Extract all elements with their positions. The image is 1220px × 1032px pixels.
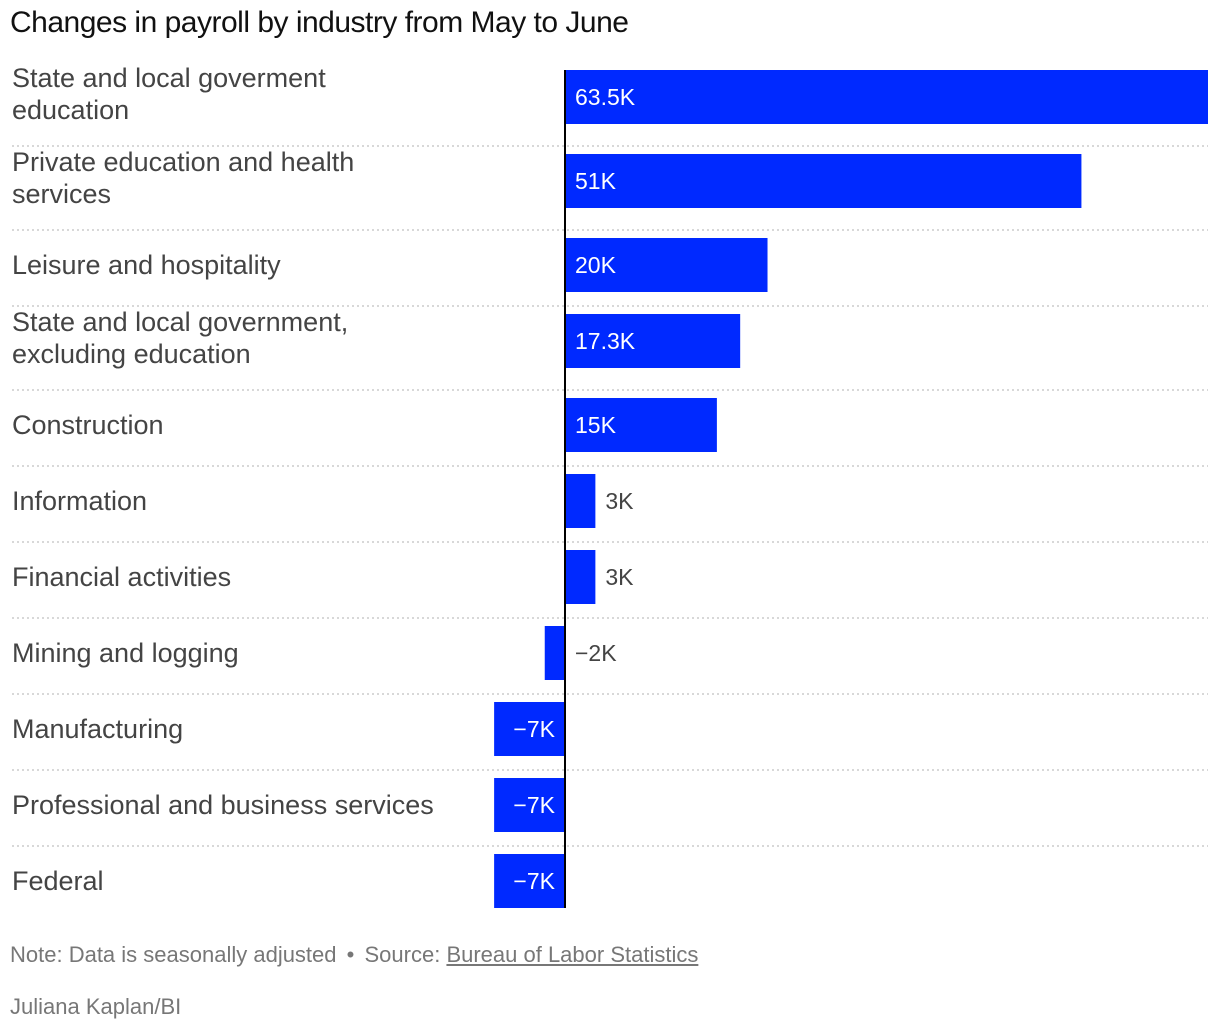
chart-title: Changes in payroll by industry from May … (10, 6, 629, 39)
category-label: State and local government, excluding edu… (12, 307, 348, 369)
category-label-line: State and local government, (12, 307, 348, 337)
category-label-line: Private education and health (12, 147, 354, 177)
category-label: Financial activities (12, 562, 231, 592)
category-label-line: excluding education (12, 339, 251, 369)
bar-chart: State and local goverment education 63.5K P… (12, 63, 1208, 908)
bar (565, 550, 596, 604)
category-label: Manufacturing (12, 714, 183, 744)
value-label: 63.5K (575, 84, 636, 110)
value-label: −2K (575, 640, 617, 666)
category-label: State and local goverment education (12, 63, 326, 125)
credit: Juliana Kaplan/BI (10, 994, 182, 1019)
value-label: 15K (575, 412, 617, 438)
category-label: Leisure and hospitality (12, 250, 281, 280)
bar (565, 70, 1208, 124)
bar (494, 702, 565, 756)
bar (565, 314, 741, 368)
bar (494, 854, 565, 908)
value-label: −7K (513, 792, 555, 818)
category-label: Mining and logging (12, 638, 239, 668)
bar (565, 154, 1082, 208)
bar (565, 238, 768, 292)
category-label-line: services (12, 179, 111, 209)
value-label: −7K (513, 868, 555, 894)
category-label-line: education (12, 95, 129, 125)
category-label: Private education and health services (12, 147, 354, 209)
value-label: 3K (605, 564, 634, 590)
bar (565, 398, 717, 452)
bar (544, 626, 565, 680)
separator-dot: • (346, 942, 355, 967)
bar (494, 778, 565, 832)
category-label: Construction (12, 410, 164, 440)
bar (565, 474, 596, 528)
source-prefix: Source: (364, 942, 441, 967)
footnote: Note: Data is seasonally adjusted • Sour… (10, 942, 698, 968)
category-label-line: State and local goverment (12, 63, 326, 93)
source-link[interactable]: Bureau of Labor Statistics (446, 942, 699, 967)
value-label: 51K (575, 168, 617, 194)
category-label: Federal (12, 866, 104, 896)
value-label: 20K (575, 252, 617, 278)
category-label: Information (12, 486, 147, 516)
value-label: 17.3K (575, 328, 636, 354)
category-label: Professional and business services (12, 790, 434, 820)
value-label: −7K (513, 716, 555, 742)
value-label: 3K (605, 488, 634, 514)
note-text: Note: Data is seasonally adjusted (10, 942, 337, 967)
